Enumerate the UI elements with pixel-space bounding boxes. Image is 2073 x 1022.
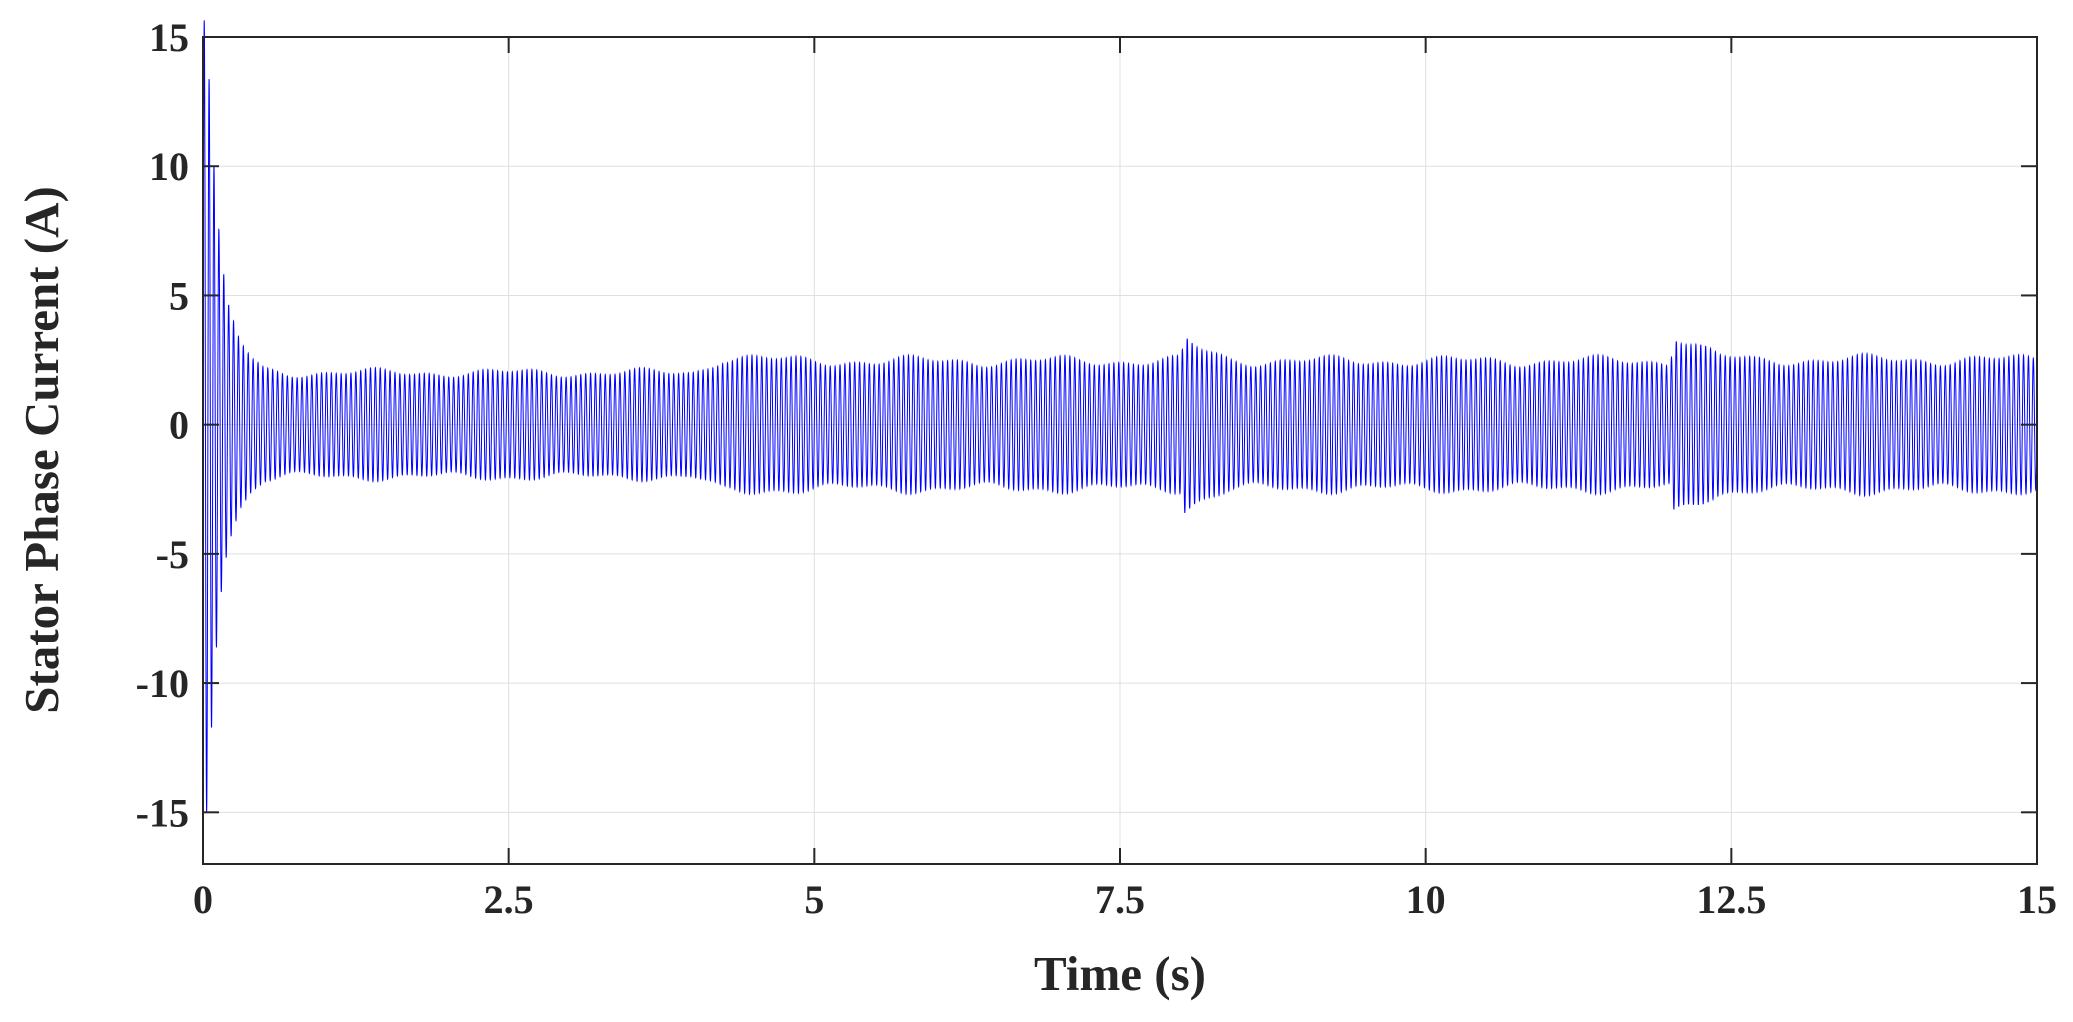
y-tick-label: -10 [136,661,189,706]
current-waveform [202,20,2038,813]
y-tick-label: 10 [149,144,189,189]
y-tick-label: -5 [156,532,189,577]
x-tick-label: 7.5 [1095,877,1145,922]
x-tick-label: 0 [193,877,213,922]
ticks: 0 2.5 5 7.5 10 12.5 15 15 10 5 0 -5 -10 -15 [136,15,2057,922]
x-tick-label: 5 [804,877,824,922]
y-tick-label: 5 [169,273,189,318]
y-tick-label: 0 [169,403,189,448]
x-tick-label: 12.5 [1696,877,1766,922]
y-tick-label: 15 [149,15,189,60]
x-tick-label: 15 [2017,877,2057,922]
x-tick-label: 10 [1406,877,1446,922]
y-tick-label: -15 [136,790,189,835]
x-axis-label: Time (s) [1034,946,1206,1001]
signal [202,20,2038,813]
x-tick-label: 2.5 [484,877,534,922]
y-axis-label: Stator Phase Current (A) [14,186,69,714]
